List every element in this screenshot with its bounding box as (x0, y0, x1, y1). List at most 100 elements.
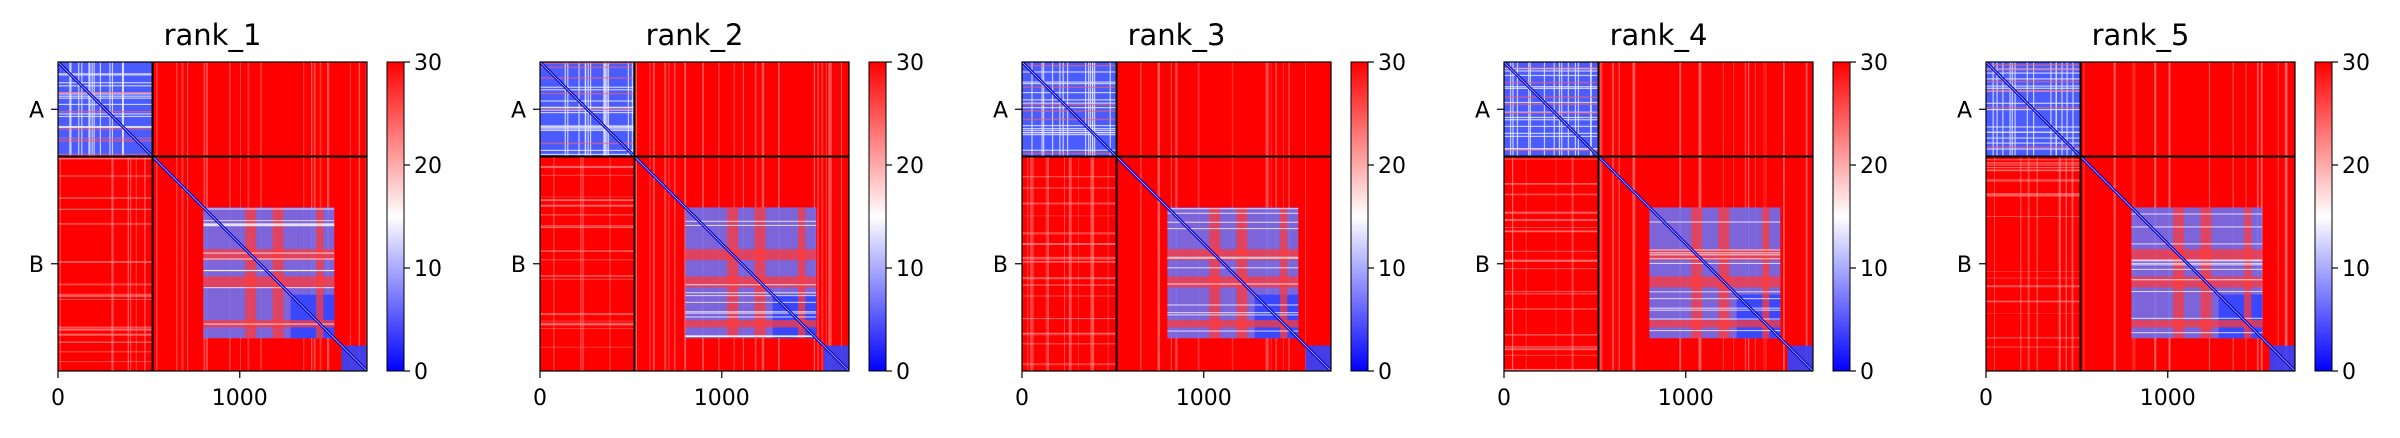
x-tick-label: 1000 (694, 386, 750, 411)
chain-b-stripe (1649, 249, 1781, 251)
chain-b-stripe (1167, 304, 1299, 306)
chain-a-stripe (1022, 91, 1117, 94)
colorbar-tick-label: 0 (1860, 360, 1874, 385)
chain-a-stripe (1986, 137, 2081, 139)
chain-a-stripe (58, 92, 153, 94)
chain-a-stripe (1022, 83, 1117, 85)
heatmap-stripe (1512, 62, 1514, 371)
heatmap-panel-4: rank_4 A B 0 1000 0 10 20 30 (1475, 18, 1888, 411)
x-tick-label: 0 (1015, 386, 1029, 411)
y-tick-label: A (511, 98, 526, 123)
chain-a-stripe (1085, 62, 1087, 157)
chain-a-stripe (1992, 62, 1994, 157)
chain-b-stripe (2131, 317, 2263, 319)
chain-b-gap (2131, 249, 2263, 261)
chain-a-stripe (1986, 85, 2081, 87)
chain-b-gap (2173, 207, 2185, 339)
heatmap-stripe (111, 62, 114, 371)
chain-b-stripe (685, 292, 817, 294)
chain-a-stripe (1022, 103, 1117, 106)
heatmap-stripe (1782, 62, 1785, 371)
heatmap-stripe (1504, 230, 1599, 233)
heatmap-stripe (1022, 318, 1117, 320)
chain-b-gap (1649, 320, 1781, 328)
heatmap-stripe (540, 199, 635, 202)
chain-a-stripe (122, 62, 124, 157)
colorbar-tick-label: 10 (414, 257, 442, 282)
chain-a-stripe (58, 140, 153, 142)
heatmap-stripe (58, 222, 153, 225)
chain-b-stripe (1167, 330, 1299, 332)
heatmap-stripe (1986, 313, 2081, 314)
heatmap-stripe (540, 327, 635, 329)
heatmap-stripe (1618, 62, 1620, 371)
chain-a-stripe (540, 92, 635, 95)
chain-a-stripe (1986, 64, 2081, 66)
heatmap-stripe (1986, 162, 2081, 164)
chain-a-stripe (121, 62, 124, 157)
chain-a-stripe (540, 62, 635, 64)
chain-b-stripe (1167, 212, 1299, 214)
chain-a-stripe (1022, 129, 1117, 132)
heatmap-stripe (2083, 62, 2085, 371)
heatmap-stripe (1986, 170, 2081, 172)
heatmap-stripe (652, 62, 655, 371)
heatmap-stripe (58, 326, 153, 329)
heatmap-frame (57, 61, 368, 372)
heatmap-stripe (1069, 62, 1072, 371)
heatmap-stripe (58, 261, 153, 263)
heatmap-stripe (1091, 62, 1095, 371)
x-tick-label: 1000 (1658, 386, 1714, 411)
chain-a-stripe (1567, 62, 1569, 157)
heatmap-stripe (1504, 250, 1599, 253)
y-tick-label: B (1957, 253, 1972, 278)
heatmap-stripe (1305, 62, 1306, 371)
heatmap-stripe (156, 62, 158, 371)
heatmap-stripe (58, 208, 153, 211)
chain-b-stripe (203, 220, 335, 222)
heatmap-stripe (58, 293, 153, 296)
colorbar (1832, 61, 1851, 372)
chain-a-stripe (58, 110, 153, 113)
chain-b-stripe (1649, 258, 1781, 260)
heatmap-stripe (1986, 166, 2081, 169)
colorbar-tick-label: 20 (2342, 154, 2370, 179)
colorbar (2314, 61, 2333, 372)
heatmap-stripe (130, 62, 132, 371)
chain-b-stripe (203, 223, 335, 225)
chain-a-stripe (1022, 118, 1117, 121)
chain-a-stripe (1022, 102, 1117, 104)
chain-b-gap (1691, 207, 1703, 339)
heatmap-cells (58, 62, 367, 371)
heatmap-stripe (1159, 62, 1161, 371)
chain-a-stripe (111, 62, 114, 157)
chain-a-stripe (1986, 80, 2081, 83)
heatmap-stripe (1022, 295, 1117, 297)
heatmap-frame (1021, 61, 1332, 372)
chain-a-stripe (70, 62, 72, 157)
chain-a-stripe (540, 125, 635, 127)
heatmap-stripe (58, 158, 153, 160)
heatmap-stripe (1600, 62, 1603, 371)
chain-a-stripe (1504, 70, 1599, 72)
heatmap-stripe (1571, 62, 1574, 371)
chain-a-stripe (1986, 148, 2081, 150)
chain-b-stripe (203, 258, 335, 260)
heatmap-stripe (2113, 62, 2116, 371)
heatmap-stripe (187, 62, 189, 371)
chain-b-stripe (1167, 221, 1299, 223)
chain-a-stripe (58, 103, 153, 106)
heatmap-stripe (540, 312, 635, 316)
heatmap-stripe (1022, 277, 1117, 280)
y-tick-label: B (511, 253, 526, 278)
heatmap-stripe (540, 174, 635, 176)
chain-a-stripe (1504, 81, 1599, 84)
chain-a-stripe (1574, 62, 1577, 157)
heatmap-stripe (1063, 62, 1065, 371)
chain-a-stripe (2011, 62, 2013, 157)
chain-a-stripe (58, 137, 153, 140)
chain-a-stripe (1504, 119, 1599, 121)
chain-b-stripe (685, 336, 817, 338)
y-tick-label: A (993, 98, 1008, 123)
heatmap-stripe (1504, 345, 1599, 348)
